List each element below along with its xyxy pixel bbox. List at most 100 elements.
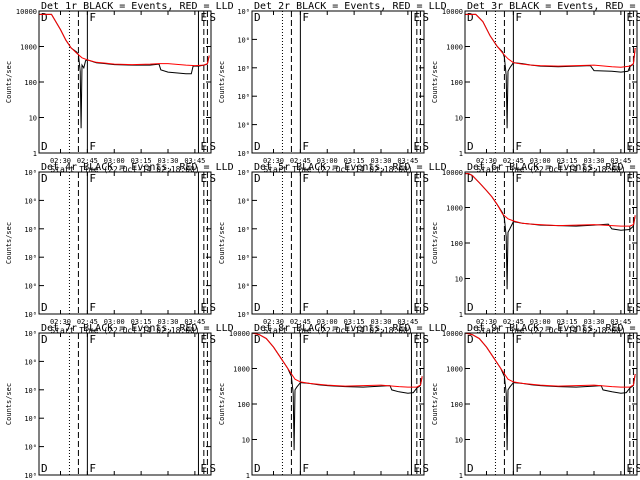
x-tick-label: 03:00 xyxy=(104,318,125,326)
y-tick-label: 10 xyxy=(29,115,37,123)
marker-label-top-f: F xyxy=(515,333,522,346)
y-axis-label: Counts/sec xyxy=(431,222,439,264)
marker-label-top-e: E xyxy=(626,172,633,185)
marker-label-top-s: S xyxy=(422,11,429,24)
x-tick-label: 03:00 xyxy=(530,157,551,165)
y-tick-label: 10⁰ xyxy=(24,444,37,452)
y-axis-label: Counts/sec xyxy=(218,61,226,103)
marker-label-top-d: D xyxy=(467,11,474,24)
x-tick-label: 03:45 xyxy=(397,157,418,165)
marker-label-bottom-s: S xyxy=(635,140,640,153)
y-tick-label: 10000 xyxy=(442,169,463,177)
marker-label-top-d: D xyxy=(41,172,48,185)
x-axis-label: Start Time (22-Oct-14 02:18:00) xyxy=(50,326,199,335)
x-tick-label: 02:45 xyxy=(77,157,98,165)
marker-label-bottom-f: F xyxy=(302,301,309,314)
y-tick-label: 1000 xyxy=(446,205,463,213)
marker-label-top-d: D xyxy=(254,172,261,185)
marker-label-top-s: S xyxy=(209,333,216,346)
x-tick-label: 02:45 xyxy=(77,318,98,326)
lld-series-line xyxy=(252,333,423,388)
marker-label-bottom-f: F xyxy=(302,462,309,475)
marker-label-top-f: F xyxy=(515,172,522,185)
y-tick-label: 10⁰ xyxy=(24,415,37,423)
chart-title: Det 2r BLACK = Events, RED = LLD xyxy=(254,1,447,12)
marker-label-top-f: F xyxy=(89,11,96,24)
y-tick-label: 100 xyxy=(237,401,250,409)
y-axis-label: Counts/sec xyxy=(5,222,13,264)
y-tick-label: 10⁰ xyxy=(237,36,250,44)
marker-label-top-f: F xyxy=(302,172,309,185)
plot-frame xyxy=(251,332,425,476)
chart-panel-5: Det 5r BLACK = Events, RED = LLD Counts/s… xyxy=(218,162,447,335)
y-tick-label: 10000 xyxy=(442,8,463,16)
marker-label-top-d: D xyxy=(254,11,261,24)
x-tick-label: 03:30 xyxy=(157,157,178,165)
marker-label-top-e: E xyxy=(413,172,420,185)
x-tick-label: 02:30 xyxy=(476,318,497,326)
y-tick-label: 1000 xyxy=(446,366,463,374)
y-tick-label: 10⁰ xyxy=(237,150,250,158)
x-axis-label: Start Time (22-Oct-14 02:18:00) xyxy=(263,165,412,174)
chart-title: Det 3r BLACK = Events, RED = LLD xyxy=(467,1,640,12)
y-tick-label: 10⁰ xyxy=(237,283,250,291)
marker-label-top-e: E xyxy=(413,11,420,24)
plot-frame xyxy=(38,10,212,154)
marker-label-bottom-f: F xyxy=(515,301,522,314)
x-tick-label: 03:45 xyxy=(610,157,631,165)
y-tick-label: 100 xyxy=(450,240,463,248)
x-tick-label: 02:30 xyxy=(50,318,71,326)
marker-label-bottom-f: F xyxy=(89,462,96,475)
plot-frame xyxy=(38,332,212,476)
plot-frame xyxy=(38,171,212,315)
y-tick-label: 100 xyxy=(450,79,463,87)
marker-label-top-f: F xyxy=(515,11,522,24)
y-tick-label: 10 xyxy=(242,437,250,445)
chart-title: Det 4r BLACK = Events, RED = LLD xyxy=(41,162,234,173)
y-tick-label: 10⁰ xyxy=(24,226,37,234)
marker-label-top-e: E xyxy=(200,333,207,346)
x-axis-label: Start Time (22-Oct-14 02:18:00) xyxy=(50,165,199,174)
plot-frame xyxy=(464,332,638,476)
x-tick-label: 03:15 xyxy=(131,318,152,326)
x-tick-label: 03:45 xyxy=(610,318,631,326)
marker-label-bottom-d: D xyxy=(41,140,48,153)
marker-label-top-e: E xyxy=(626,333,633,346)
x-tick-label: 03:30 xyxy=(370,318,391,326)
chart-panel-4: Det 4r BLACK = Events, RED = LLD Counts/s… xyxy=(5,162,234,335)
y-tick-label: 10⁰ xyxy=(237,8,250,16)
y-tick-label: 1 xyxy=(459,150,463,158)
x-tick-label: 03:15 xyxy=(557,157,578,165)
y-axis-label: Counts/sec xyxy=(218,222,226,264)
x-axis-label: Start Time (22-Oct-14 02:18:00) xyxy=(476,326,625,335)
y-axis-label: Counts/sec xyxy=(5,383,13,425)
marker-label-top-e: E xyxy=(413,333,420,346)
marker-label-top-f: F xyxy=(302,11,309,24)
x-tick-label: 02:45 xyxy=(503,318,524,326)
y-tick-label: 1000 xyxy=(20,44,37,52)
y-tick-label: 10⁰ xyxy=(237,122,250,130)
marker-label-bottom-s: S xyxy=(209,140,216,153)
y-axis-label: Counts/sec xyxy=(218,383,226,425)
marker-label-bottom-s: S xyxy=(422,301,429,314)
x-tick-label: 02:45 xyxy=(290,318,311,326)
plot-frame xyxy=(251,10,425,154)
x-tick-label: 02:30 xyxy=(263,157,284,165)
lld-series-line xyxy=(465,173,636,227)
marker-label-bottom-d: D xyxy=(467,301,474,314)
y-tick-label: 10⁰ xyxy=(237,311,250,319)
marker-label-bottom-s: S xyxy=(635,462,640,475)
y-tick-label: 10000 xyxy=(16,8,37,16)
y-tick-label: 10⁰ xyxy=(24,387,37,395)
chart-title: Det 1r BLACK = Events, RED = LLD xyxy=(41,1,234,12)
y-tick-label: 10⁰ xyxy=(24,330,37,338)
marker-label-bottom-f: F xyxy=(302,140,309,153)
x-tick-label: 03:30 xyxy=(370,157,391,165)
marker-label-bottom-s: S xyxy=(209,301,216,314)
plot-frame xyxy=(464,171,638,315)
marker-label-bottom-s: S xyxy=(422,140,429,153)
x-axis-label: Start Time (22-Oct-14 02:18:00) xyxy=(476,165,625,174)
marker-label-bottom-f: F xyxy=(89,140,96,153)
